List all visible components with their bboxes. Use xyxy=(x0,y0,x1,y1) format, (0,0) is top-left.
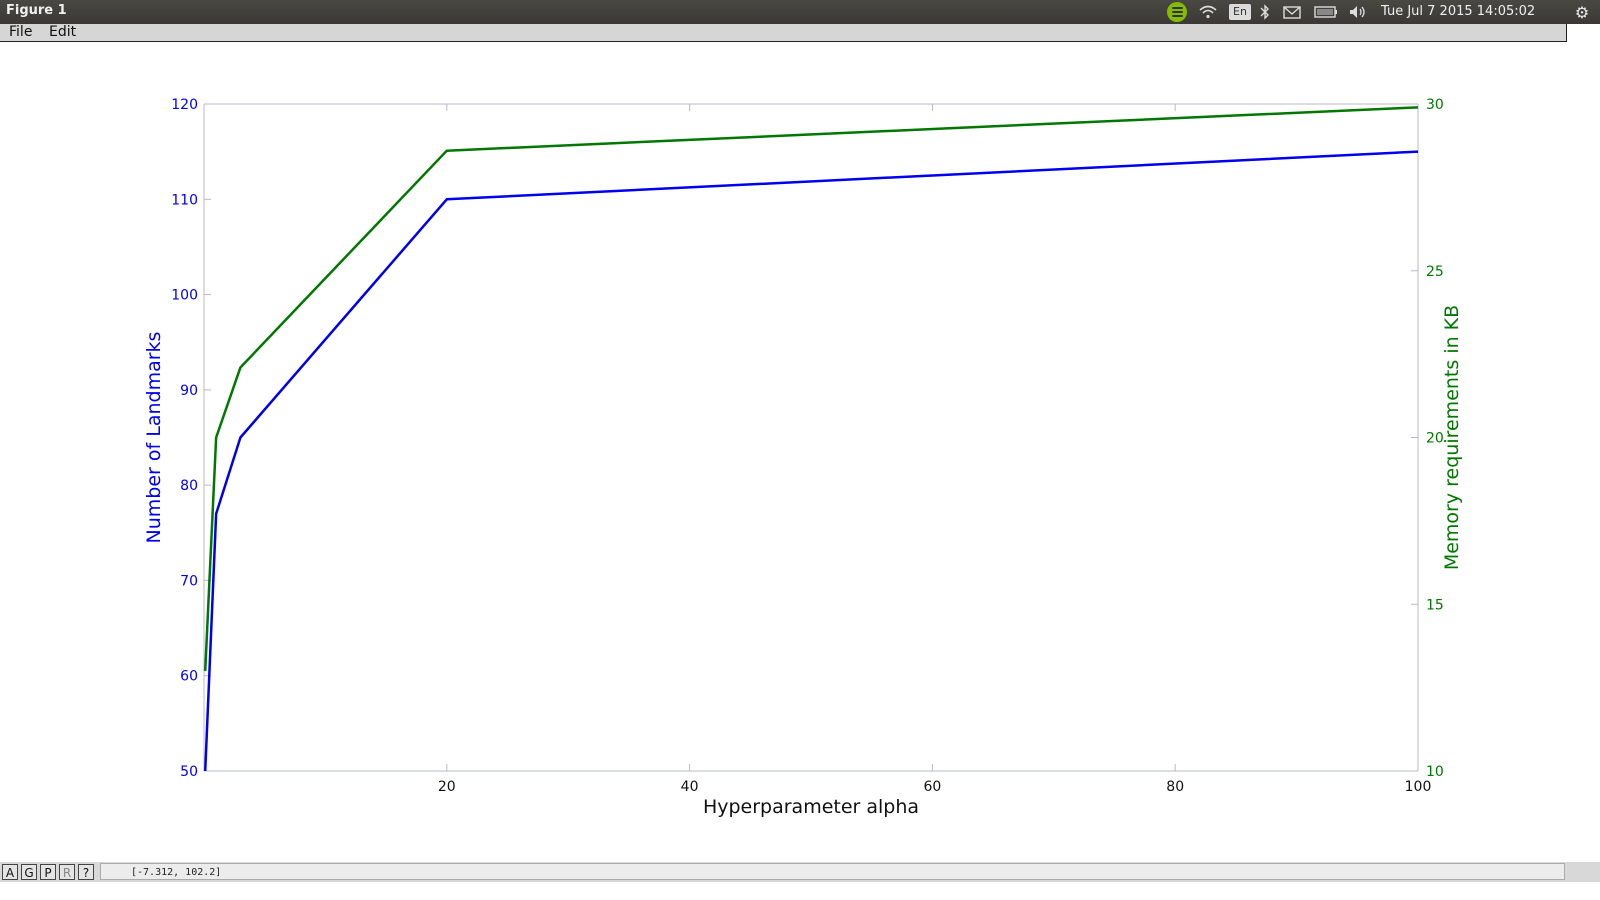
help-button[interactable]: ? xyxy=(78,864,94,880)
series-layer xyxy=(203,106,1419,772)
axes-frame xyxy=(203,103,1419,772)
y-right-tick-label: 15 xyxy=(1426,597,1444,613)
axis-labels: 20 40 60 80 100 50 60 70 80 90 100 110 120 10 15 20 25 30… xyxy=(143,97,1463,818)
y-right-tick-label: 20 xyxy=(1426,431,1444,447)
menu-file[interactable]: File xyxy=(9,24,33,40)
x-axis-label: Hyperparameter alpha xyxy=(703,796,919,818)
y-left-tick-label: 120 xyxy=(171,97,198,113)
y-left-tick-label: 80 xyxy=(180,478,198,494)
bluetooth-icon[interactable] xyxy=(1258,2,1272,22)
window-title: Figure 1 xyxy=(6,3,67,18)
menu-bar: File Edit xyxy=(0,24,1567,42)
figure-canvas[interactable]: 20 40 60 80 100 50 60 70 80 90 100 110 120 10 15 20 25 30… xyxy=(0,42,1600,862)
menu-edit[interactable]: Edit xyxy=(49,24,77,40)
axis-ticks xyxy=(204,103,1419,772)
x-tick-label: 60 xyxy=(923,779,941,795)
gear-icon[interactable]: ⚙ xyxy=(1574,2,1590,22)
spotify-icon[interactable] xyxy=(1167,2,1187,22)
series-line-landmarks xyxy=(203,150,1419,772)
y-left-tick-label: 90 xyxy=(180,383,198,399)
keyboard-en-icon[interactable]: En xyxy=(1229,4,1251,20)
mail-icon[interactable] xyxy=(1282,2,1302,22)
y-left-tick-label: 100 xyxy=(171,288,198,304)
y-right-tick-label: 25 xyxy=(1426,264,1444,280)
series-line-memory xyxy=(203,106,1419,672)
y-right-tick-label: 10 xyxy=(1426,764,1444,780)
rotate-button[interactable]: R xyxy=(59,864,75,880)
wifi-icon[interactable] xyxy=(1198,2,1218,22)
autoscale-button[interactable]: A xyxy=(2,864,18,880)
x-tick-label: 80 xyxy=(1166,779,1184,795)
x-tick-label: 100 xyxy=(1405,779,1432,795)
grid-button[interactable]: G xyxy=(21,864,37,880)
y-left-tick-label: 110 xyxy=(171,192,198,208)
y-left-tick-label: 60 xyxy=(180,669,198,685)
clock: Tue Jul 7 2015 14:05:02 xyxy=(1381,4,1536,19)
x-tick-label: 20 xyxy=(438,779,456,795)
volume-icon[interactable] xyxy=(1348,2,1368,22)
battery-icon[interactable] xyxy=(1314,2,1338,22)
system-top-bar: Figure 1 En Tue Jul 7 2015 14:05:02 ⚙ xyxy=(0,0,1600,24)
y-left-tick-label: 50 xyxy=(180,764,198,780)
pan-button[interactable]: P xyxy=(40,864,56,880)
coordinate-readout: [-7.312, 102.2] xyxy=(100,863,1565,880)
x-tick-label: 40 xyxy=(681,779,699,795)
y-left-tick-label: 70 xyxy=(180,573,198,589)
status-bar: A G P R ? [-7.312, 102.2] xyxy=(0,862,1600,882)
y-right-axis-label: Memory requirements in KB xyxy=(1441,305,1463,570)
y-left-axis-label: Number of Landmarks xyxy=(143,332,165,544)
y-right-tick-label: 30 xyxy=(1426,97,1444,113)
